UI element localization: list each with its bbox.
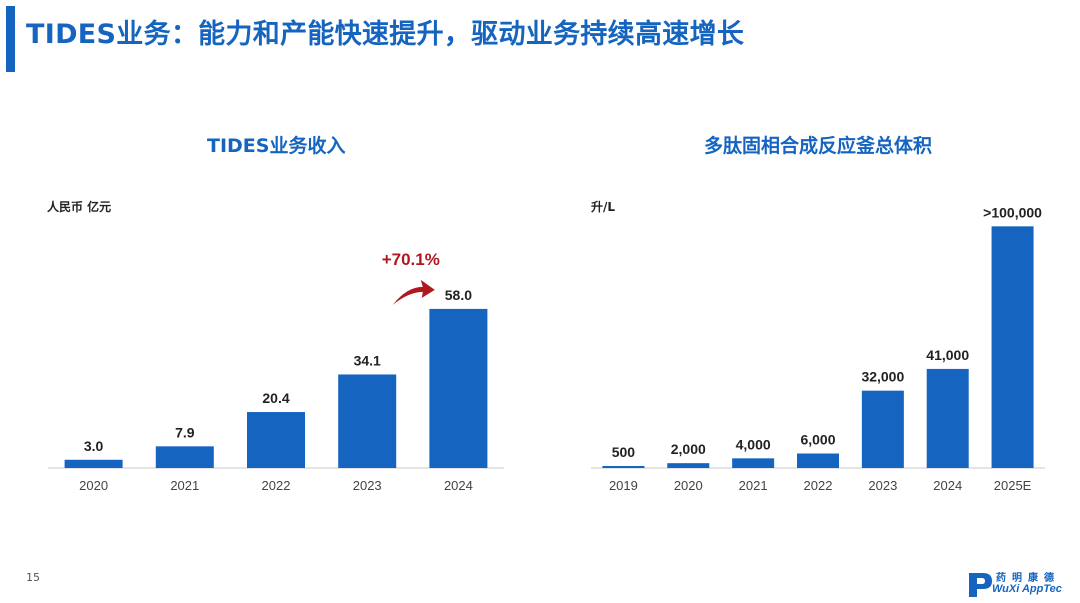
logo-mark-icon [969, 573, 992, 597]
reactor-bar [991, 226, 1034, 468]
logo-name-en: WuXi AppTec [992, 583, 1062, 595]
title-accent-bar [6, 6, 15, 72]
revenue-value-label: 34.1 [354, 352, 381, 368]
revenue-tick-label: 2024 [444, 478, 473, 493]
reactor-tick-label: 2020 [674, 478, 703, 493]
revenue-bar-chart: 3.0 2020 7.9 2021 20.4 2022 34.1 2023 58.0 2024 +7… [48, 250, 504, 493]
reactor-tick-label: 2024 [933, 478, 962, 493]
reactor-bar [602, 466, 645, 468]
growth-annotation-label: +70.1% [382, 250, 440, 269]
reactor-bar [667, 463, 710, 468]
reactor-tick-label: 2023 [868, 478, 897, 493]
revenue-bar [429, 308, 488, 468]
revenue-value-label: 58.0 [445, 287, 472, 303]
revenue-chart-title: TIDES业务收入 [207, 135, 346, 157]
revenue-bar [155, 446, 214, 468]
reactor-tick-label: 2022 [804, 478, 833, 493]
reactor-value-label: 4,000 [736, 436, 771, 452]
revenue-unit-label: 人民币 亿元 [47, 200, 112, 214]
revenue-bar [64, 459, 123, 468]
reactor-unit-label: 升/L [591, 200, 616, 214]
revenue-value-label: 3.0 [84, 438, 104, 454]
reactor-chart-title: 多肽固相合成反应釜总体积 [704, 135, 933, 157]
growth-arrow-icon [392, 279, 435, 305]
reactor-tick-label: 2021 [739, 478, 768, 493]
page-number: 15 [26, 571, 40, 584]
reactor-bar [732, 458, 775, 468]
reactor-tick-label: 2025E [994, 478, 1032, 493]
revenue-tick-label: 2022 [262, 478, 291, 493]
revenue-bar [338, 374, 397, 468]
reactor-value-label: 32,000 [861, 369, 904, 385]
reactor-bar [926, 368, 969, 468]
reactor-value-label: >100,000 [983, 204, 1042, 220]
revenue-tick-label: 2021 [170, 478, 199, 493]
reactor-value-label: 2,000 [671, 441, 706, 457]
revenue-tick-label: 2023 [353, 478, 382, 493]
reactor-bar [797, 453, 839, 468]
revenue-value-label: 20.4 [262, 390, 289, 406]
revenue-tick-label: 2020 [79, 478, 108, 493]
slide-title: TIDES业务：能力和产能快速提升，驱动业务持续高速增长 [26, 19, 745, 50]
logo-name-cn: 药明康德 [996, 573, 1060, 584]
reactor-tick-label: 2019 [609, 478, 638, 493]
revenue-value-label: 7.9 [175, 424, 195, 440]
reactor-value-label: 500 [612, 444, 636, 460]
reactor-bar [861, 390, 904, 468]
reactor-value-label: 6,000 [800, 432, 835, 448]
revenue-bar [247, 412, 305, 468]
company-logo: 药明康德 WuXi AppTec [966, 569, 1070, 599]
reactor-value-label: 41,000 [926, 347, 969, 363]
